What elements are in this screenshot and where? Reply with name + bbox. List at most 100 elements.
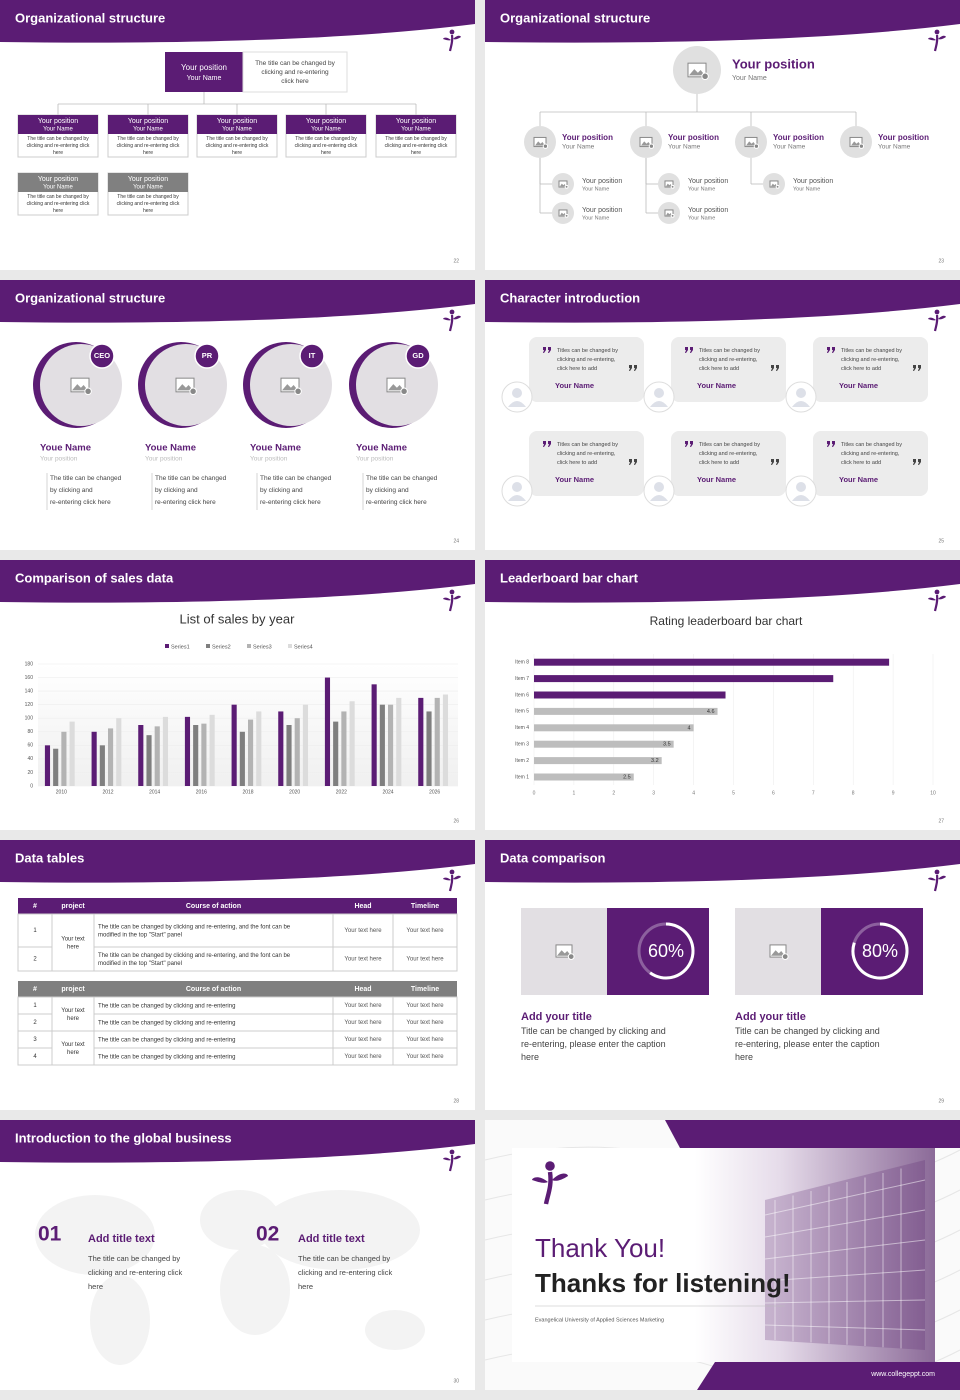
quote-text: Titles can be changed by clicking and re-… xyxy=(841,348,902,372)
x-tick-label: 1 xyxy=(573,790,576,796)
y-tick-label: Item 1 xyxy=(515,774,529,780)
item-number: 01 xyxy=(38,1223,62,1246)
slide: Data tables 28 # project Course of action Hea… xyxy=(0,840,475,1110)
bar xyxy=(61,731,67,786)
quote-close xyxy=(913,459,921,465)
text-line: here xyxy=(298,1282,313,1291)
box-text: The title can be changed by clicking and … xyxy=(385,136,448,156)
text-line: Titles can be changed by xyxy=(841,442,902,448)
note: The title can be changed by clicking and … xyxy=(255,60,336,85)
text-line: The title can be changed by xyxy=(27,194,89,200)
text-line: click here to add xyxy=(557,366,597,372)
bar xyxy=(69,721,75,786)
name: Your Name xyxy=(688,215,715,221)
quote-open xyxy=(827,347,835,353)
card xyxy=(671,337,786,402)
text-line: The title can be changed by clicking and… xyxy=(98,1037,235,1043)
cell: Your text here xyxy=(406,928,444,934)
slide-background xyxy=(485,0,960,270)
text-line: clicking and re-entering, xyxy=(841,357,900,363)
name: Your Name xyxy=(582,215,609,221)
logo xyxy=(443,869,461,892)
icon-frame xyxy=(849,136,863,148)
header-cell: Head xyxy=(354,986,371,993)
description: The title can be changed by clicking and r… xyxy=(366,475,438,506)
text-line: by clicking and xyxy=(260,487,303,494)
logo xyxy=(443,589,461,612)
image-icon xyxy=(664,180,675,189)
icon-mountain xyxy=(851,141,861,146)
page-number: 30 xyxy=(453,1378,459,1384)
box-text: The title can be changed by clicking and … xyxy=(117,136,180,156)
slide-title: Introduction to the global business xyxy=(15,1130,232,1145)
map-shape xyxy=(260,1190,420,1270)
building-line xyxy=(764,1324,926,1331)
logo-leaf xyxy=(928,597,936,601)
text-line: The title can be changed by clicking and… xyxy=(98,953,291,959)
icon-plus xyxy=(781,953,789,960)
logo-stem xyxy=(448,874,454,892)
legend-swatch xyxy=(288,644,292,648)
icon-plus xyxy=(753,143,760,149)
header-cell: Timeline xyxy=(411,903,439,910)
x-tick-label: 2014 xyxy=(149,789,160,795)
cell: Your text here xyxy=(406,1020,444,1026)
slide-title: Data tables xyxy=(15,850,84,865)
card xyxy=(529,431,644,496)
slide: Thank You! Thanks for listening! Evangelic… xyxy=(484,1120,960,1390)
logo xyxy=(928,29,946,52)
header-band xyxy=(485,560,960,603)
text-line: The title can be changed by xyxy=(27,136,89,142)
x-tick-label: 7 xyxy=(812,790,815,796)
icon-mountain xyxy=(771,183,777,187)
image-icon xyxy=(558,180,569,189)
x-tick-label: 3 xyxy=(652,790,655,796)
x-tick-label: 2022 xyxy=(336,789,347,795)
x-tick-label: 8 xyxy=(852,790,855,796)
icon-frame xyxy=(769,180,779,188)
logo xyxy=(532,1161,568,1205)
bar xyxy=(534,724,694,732)
cell: Your text here xyxy=(344,1003,382,1009)
name: Your Name xyxy=(133,127,163,133)
icon-frame xyxy=(664,209,674,217)
image-icon xyxy=(533,136,549,149)
position: Your position xyxy=(688,178,728,185)
name: Your Name xyxy=(668,144,701,151)
text-line: here xyxy=(521,1052,539,1062)
x-tick-label: 6 xyxy=(772,790,775,796)
bar xyxy=(396,697,402,786)
header-cell: # xyxy=(33,903,37,910)
y-tick-label: 180 xyxy=(25,661,34,667)
slide-title: Organizational structure xyxy=(500,10,650,25)
bar xyxy=(53,748,59,786)
text-line: The title can be changed by clicking and… xyxy=(98,1020,235,1026)
box-text: The title can be changed by clicking and … xyxy=(206,136,269,156)
box-header xyxy=(197,115,277,134)
cell: Your text here xyxy=(406,1003,444,1009)
avatar-head xyxy=(796,388,806,398)
cell: Your text here xyxy=(61,1042,85,1056)
bar xyxy=(379,704,385,786)
image-icon xyxy=(664,209,675,218)
table-cell xyxy=(51,913,95,972)
header-band xyxy=(0,840,475,883)
y-tick-label: 80 xyxy=(27,729,33,735)
logo-leaf xyxy=(443,877,451,881)
text-line: The title can be changed by xyxy=(117,136,179,142)
logo-leaf xyxy=(443,317,451,321)
logo-leaf xyxy=(453,315,461,320)
bar xyxy=(248,719,254,786)
text-line: Titles can be changed by xyxy=(699,442,760,448)
position: Your position xyxy=(396,118,436,125)
text-line: clicking and re-entering click xyxy=(88,1268,182,1277)
text-line: The title can be changed by xyxy=(117,194,179,200)
text-line: re-entering, please enter the caption xyxy=(735,1039,880,1049)
y-tick-label: Item 5 xyxy=(515,709,529,715)
x-tick-label: 10 xyxy=(930,790,936,796)
header-band xyxy=(485,280,960,323)
cell: 1 xyxy=(33,928,37,934)
text-line: Titles can be changed by xyxy=(699,348,760,354)
map-shape xyxy=(200,1190,280,1250)
cell: Your text here xyxy=(61,1008,85,1022)
